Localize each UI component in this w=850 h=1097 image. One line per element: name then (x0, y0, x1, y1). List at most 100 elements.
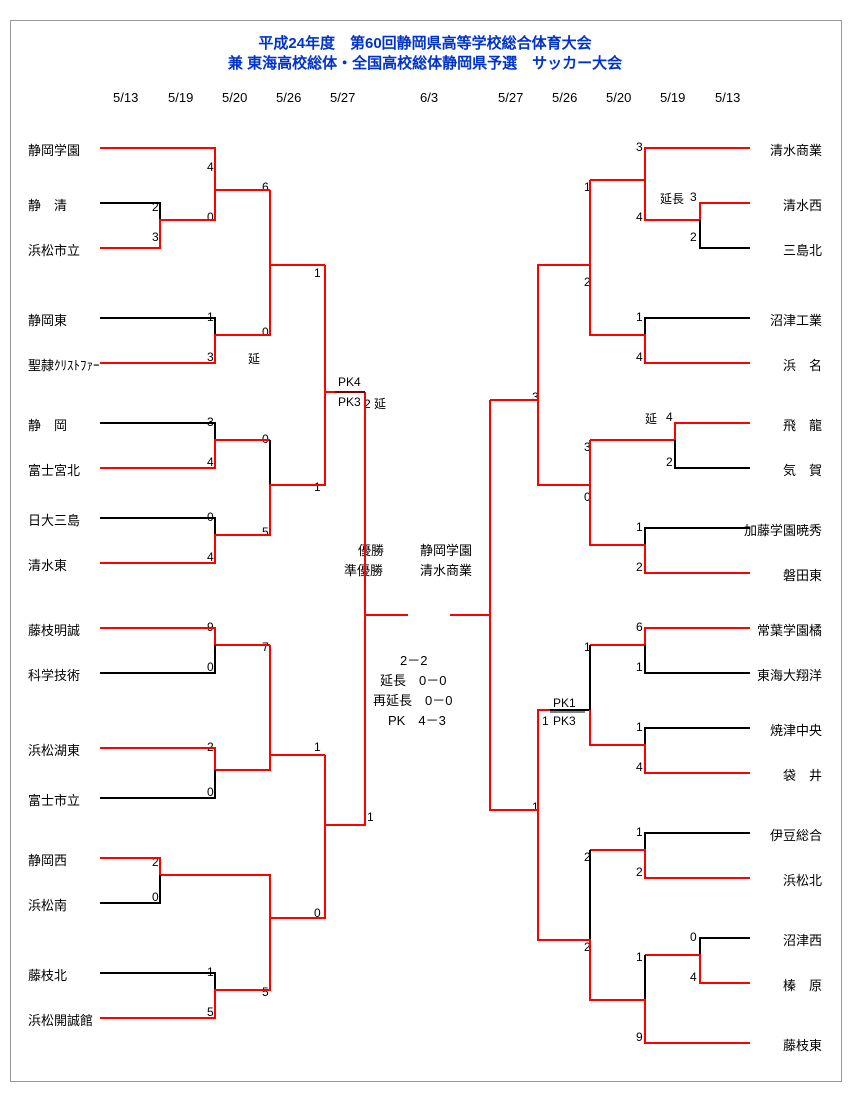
rs17: 1 (636, 660, 643, 674)
ls2: 2 (152, 200, 159, 214)
ls21: 0 (207, 785, 214, 799)
lt-13: 静岡西 (28, 850, 67, 869)
ls1: 4 (207, 160, 214, 174)
rt-13: 伊豆総合 (770, 825, 822, 844)
ls17: 9 (207, 620, 214, 634)
ls14: 4 (207, 550, 214, 564)
lt-1: 静 清 (28, 195, 67, 214)
rs25: 2 (584, 850, 591, 864)
ls9: 0 (262, 325, 269, 339)
rt-0: 清水商業 (770, 140, 822, 159)
ls25: 0 (152, 890, 159, 904)
rs9: 4 (666, 410, 673, 424)
ann-pk3: PK3 (338, 395, 361, 409)
lt-12: 富士市立 (28, 790, 80, 809)
lt-10: 科学技術 (28, 665, 80, 684)
rt-12: 袋 井 (783, 765, 822, 784)
ls26: 1 (207, 965, 214, 979)
lt-2: 浜松市立 (28, 240, 80, 259)
runner-name: 清水商業 (420, 560, 472, 579)
rs11: 3 (584, 440, 591, 454)
rs10: 2 (666, 455, 673, 469)
title-line1: 平成24年度 第60回静岡県高等学校総合体育大会 (0, 33, 850, 54)
ls3: 3 (152, 230, 159, 244)
rt-15: 沼津西 (783, 930, 822, 949)
final-4: PK 4－3 (388, 710, 446, 729)
rs14: 2 (636, 560, 643, 574)
date-l-3: 5/26 (276, 90, 301, 105)
lt-6: 富士宮北 (28, 460, 80, 479)
ann-en3: 延長 (660, 190, 684, 207)
rs20: 4 (636, 760, 643, 774)
ls15: 5 (262, 525, 269, 539)
date-r-4: 5/13 (715, 90, 740, 105)
rt-7: 加藤学園暁秀 (744, 520, 822, 539)
lt-14: 浜松南 (28, 895, 67, 914)
ls18: 0 (207, 660, 214, 674)
rs2: 3 (690, 190, 697, 204)
lt-8: 清水東 (28, 555, 67, 574)
rt-8: 磐田東 (783, 565, 822, 584)
ann-en2: 延 (645, 410, 657, 427)
ls19: 7 (262, 640, 269, 654)
ls13: 0 (207, 510, 214, 524)
lt-11: 浜松湖東 (28, 740, 80, 759)
lt-7: 日大三島 (28, 510, 80, 529)
rt-5: 飛 龍 (783, 415, 822, 434)
rs23: 1 (636, 825, 643, 839)
winner-label: 優勝 (358, 540, 384, 559)
rt-11: 焼津中央 (770, 720, 822, 739)
rs28: 1 (636, 950, 643, 964)
rs4: 4 (636, 210, 643, 224)
rt-2: 三島北 (783, 240, 822, 259)
rt-10: 東海大翔洋 (757, 665, 822, 684)
bracket-page: 平成24年度 第60回静岡県高等学校総合体育大会 兼 東海高校総体・全国高校総体… (0, 0, 850, 1097)
date-l-0: 5/13 (113, 90, 138, 105)
lt-4: 聖隷ｸﾘｽﾄﾌｧｰ (28, 355, 100, 374)
rs12: 0 (584, 490, 591, 504)
rt-9: 常葉学園橘 (757, 620, 822, 639)
rt-4: 浜 名 (783, 355, 822, 374)
rs26: 0 (690, 930, 697, 944)
date-c: 6/3 (420, 90, 438, 105)
rs22: 1 (532, 800, 539, 814)
rs19: 1 (636, 720, 643, 734)
ls8: 1 (314, 266, 321, 280)
title-line2: 兼 東海高校総体・全国高校総体静岡県予選 サッカー大会 (0, 53, 850, 74)
rs3: 2 (690, 230, 697, 244)
rt-14: 浜松北 (783, 870, 822, 889)
ann-pk1: PK1 (553, 696, 576, 710)
final-3: 再延長 0－0 (373, 690, 452, 709)
date-r-3: 5/19 (660, 90, 685, 105)
rs18: 1 (584, 640, 591, 654)
rs7: 4 (636, 350, 643, 364)
lt-5: 静 岡 (28, 415, 67, 434)
lt-3: 静岡東 (28, 310, 67, 329)
final-2: 延長 0－0 (380, 670, 446, 689)
rs16: 6 (636, 620, 643, 634)
rt-6: 気 賀 (783, 460, 822, 479)
date-r-2: 5/20 (606, 90, 631, 105)
lt-16: 浜松開誠館 (28, 1010, 93, 1029)
ann-ext: 2 延 (364, 395, 386, 412)
rs8: 2 (584, 275, 591, 289)
lt-15: 藤枝北 (28, 965, 67, 984)
ls27: 5 (207, 1005, 214, 1019)
ls22: 1 (314, 740, 321, 754)
rs6: 1 (636, 310, 643, 324)
ls16: 1 (314, 480, 321, 494)
ls10: 3 (207, 415, 214, 429)
ann-pk3b: PK3 (553, 714, 576, 728)
ls28: 5 (262, 985, 269, 999)
ann-pk4: PK4 (338, 375, 361, 389)
rs1: 3 (636, 140, 643, 154)
ls4: 0 (207, 210, 214, 224)
date-l-1: 5/19 (168, 90, 193, 105)
date-l-4: 5/27 (330, 90, 355, 105)
rs24: 2 (636, 865, 643, 879)
lt-0: 静岡学園 (28, 140, 80, 159)
rs30: 2 (584, 940, 591, 954)
ls11: 4 (207, 455, 214, 469)
rs5: 1 (584, 180, 591, 194)
ls29: 0 (314, 906, 321, 920)
